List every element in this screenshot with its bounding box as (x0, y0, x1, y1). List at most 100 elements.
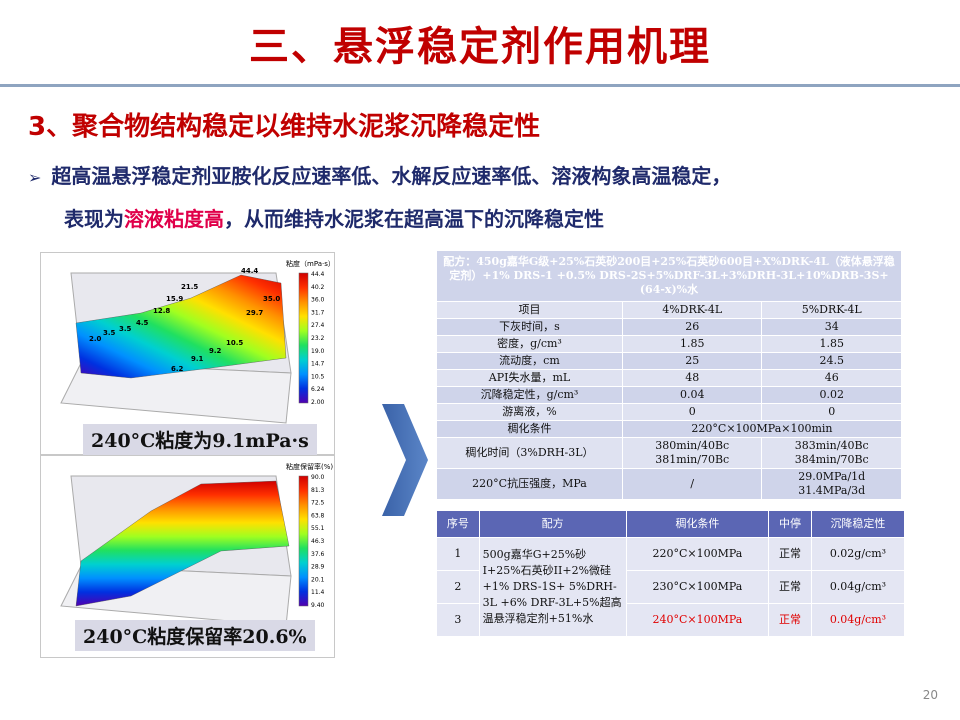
table-cell: 3 (436, 603, 480, 637)
table-cell: 稠化条件 (625, 510, 770, 538)
table-cell: 正常 (768, 537, 812, 571)
table-cell: 46 (761, 369, 902, 387)
point-label: 44.4 (241, 267, 258, 275)
table-cell: 流动度，cm (436, 352, 623, 370)
point-label: 15.9 (166, 295, 183, 303)
point-label: 3.5 (103, 329, 116, 337)
colorbar-tick-label: 27.4 (311, 322, 325, 329)
colorbar-title: 粘度（mPa·s） (286, 259, 334, 268)
table-cell: 380min/40Bc 381min/70Bc (621, 437, 763, 469)
table-cell: 1.85 (761, 335, 902, 353)
bullet: ➢ 超高温悬浮稳定剂亚胺化反应速率低、水解反应速率低、溶液构象高温稳定， (28, 160, 731, 189)
divider (0, 84, 960, 87)
table-cell: 1 (436, 537, 480, 571)
colorbar-tick-label: 9.40 (311, 602, 325, 609)
table-cell: 383min/40Bc 384min/70Bc (761, 437, 902, 469)
colorbar-tick-label: 11.4 (311, 589, 325, 596)
point-label: 9.2 (209, 347, 222, 355)
figure: 粘度（mPa·s） 44.4 40.2 36.0 31.7 27.4 23.2 19.0 14.… (40, 252, 335, 455)
table-cell: 下灰时间，s (436, 318, 623, 336)
table-cell: 0.02 (761, 386, 902, 404)
text: 表现为 (64, 207, 124, 231)
surface (75, 274, 287, 379)
surface-plot: 粘度（mPa·s） 44.4 40.2 36.0 31.7 27.4 23.2 19.0 14.… (60, 259, 335, 424)
text: ，从而维持水泥浆在超高温下的沉降稳定性 (224, 207, 604, 231)
colorbar-tick-label: 72.5 (311, 500, 325, 507)
colorbar-tick-label: 46.3 (311, 538, 325, 545)
point-label: 21.5 (181, 283, 198, 291)
colorbar-tick-label: 63.8 (311, 512, 325, 519)
table-cell: 0.04g/cm³ (810, 603, 906, 637)
figure-caption: 240°C粘度为9.1mPa·s (83, 424, 317, 455)
point-label: 2.0 (89, 335, 102, 343)
text: 超高温悬浮稳定剂亚胺化反应速率低、水解反应速率低、溶液构象高温稳定， (51, 164, 732, 188)
colorbar-tick-label: 81.3 (311, 487, 325, 494)
table-cell: / (621, 468, 763, 500)
table-cell: 项目 (436, 301, 623, 319)
table-cell: 2 (436, 570, 480, 604)
arrow (382, 404, 428, 516)
cell-line: 31.4MPa/3d (798, 484, 866, 497)
colorbar-tick-label: 36.0 (311, 297, 325, 304)
table-row: 游离液，% 0 0 (436, 403, 902, 421)
table-cell: 220°C×100MPa×100min (621, 420, 903, 438)
point-label: 3.5 (119, 325, 132, 333)
bullet-icon: ➢ (28, 168, 42, 187)
section-heading: 3、聚合物结构稳定以维持水泥浆沉降稳定性 (28, 112, 541, 142)
table-cell: 游离液，% (436, 403, 623, 421)
colorbar-tick-label: 19.0 (311, 348, 325, 355)
table-cell: 0.04 (621, 386, 763, 404)
page-number: 20 (922, 688, 938, 702)
table-row: 3 240°C×100MPa 正常 0.04g/cm³ (436, 603, 906, 637)
table-cell: 序号 (436, 510, 480, 538)
table-row: 220°C抗压强度，MPa/29.0MPa/1d 31.4MPa/3d (436, 468, 902, 500)
colorbar-tick-label: 90.0 (311, 474, 325, 481)
colorbar-tick-label: 23.2 (311, 335, 325, 342)
surface (75, 480, 290, 607)
figure-caption: 240°C粘度保留率20.6% (75, 620, 315, 651)
floor (60, 362, 292, 424)
cell-line: 381min/70Bc (655, 453, 730, 466)
colorbar-tick-label: 31.7 (311, 309, 325, 316)
table-header-row: 序号 配方 稠化条件 中停 沉降稳定性 (436, 510, 906, 538)
colorbar (298, 475, 309, 607)
colorbar-tick-label: 40.2 (311, 284, 325, 291)
surface-plot: 粘度保留率(%) 90.0 81.3 72.5 63.8 55.1 46.3 37.6 28.9… (60, 462, 333, 627)
point-label: 10.5 (226, 339, 243, 347)
table-cell: 4%DRK-4L (621, 301, 763, 319)
table-cell: 220°C抗压强度，MPa (436, 468, 623, 500)
cell-line: 384min/70Bc (794, 453, 869, 466)
point-label: 4.5 (136, 319, 149, 327)
table-cell: 正常 (768, 570, 812, 604)
colorbar-tick-label: 44.4 (311, 271, 325, 278)
point-label: 12.8 (153, 307, 170, 315)
bullet-continuation: 表现为溶液粘度高，从而维持水泥浆在超高温下的沉降稳定性 (64, 203, 604, 232)
table-cell: 配方 (478, 510, 627, 538)
table-cell: 240°C×100MPa (625, 603, 770, 637)
table-cell: 沉降稳定性，g/cm³ (436, 386, 623, 404)
table-cell: API失水量，mL (436, 369, 623, 387)
table-cell: 230°C×100MPa (625, 570, 770, 604)
point-label: 6.2 (171, 365, 184, 373)
cell-line: 383min/40Bc (794, 439, 869, 452)
colorbar-tick-label: 55.1 (311, 525, 325, 532)
table-cell: 29.0MPa/1d 31.4MPa/3d (761, 468, 902, 500)
point-label: 35.0 (263, 295, 280, 303)
colorbar-tick-label: 6.24 (311, 386, 325, 393)
table-cell: 34 (761, 318, 902, 336)
colorbar (298, 272, 309, 404)
table-cell: 26 (621, 318, 763, 336)
table-cell: 配方：450g嘉华G级+25%石英砂200目+25%石英砂600目+X%DRK-… (436, 250, 902, 302)
highlight: 溶液粘度高 (124, 207, 224, 231)
colorbar-tick-label: 10.5 (311, 373, 325, 380)
table-cell: 0.02g/cm³ (810, 537, 906, 571)
table-title-row: 配方：450g嘉华G级+25%石英砂200目+25%石英砂600目+X%DRK-… (436, 250, 902, 302)
table-row: 项目 4%DRK-4L 5%DRK-4L (436, 301, 902, 319)
table-cell: 0 (621, 403, 763, 421)
table-cell: 中停 (768, 510, 812, 538)
table-row: API失水量，mL 48 46 (436, 369, 902, 387)
table-cell: 0.04g/cm³ (810, 570, 906, 604)
table-cell: 24.5 (761, 352, 902, 370)
chevron (382, 404, 428, 516)
